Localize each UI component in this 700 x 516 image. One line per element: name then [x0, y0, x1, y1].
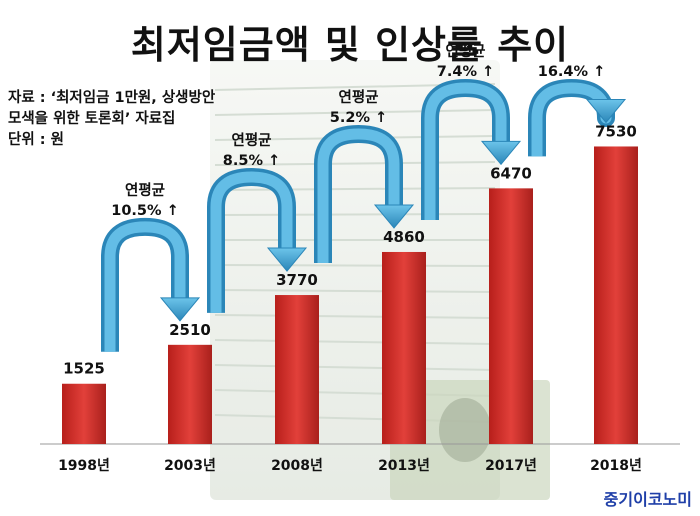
growth-rate-annotation: 연평균: [125, 181, 165, 199]
bar-2003년: [168, 344, 212, 444]
x-tick-label: 2017년: [485, 458, 537, 474]
x-tick-label: 2003년: [164, 458, 216, 474]
trend-arrow-head: [266, 247, 308, 272]
growth-rate-annotation: 8.5% ↑: [223, 153, 280, 169]
brand-logo-text: 중기이코노미: [603, 490, 692, 509]
x-tick-label: 2013년: [378, 458, 430, 474]
bar-2017년: [489, 188, 533, 444]
bar-value-label: 3770: [276, 271, 318, 289]
source-line-1: 자료 : ‘최저임금 1만원, 상생방안: [8, 90, 216, 106]
growth-rate-annotation: 7.4% ↑: [437, 64, 494, 80]
growth-rate-annotation: 10.5% ↑: [111, 203, 179, 219]
bar-value-label: 4860: [383, 228, 425, 246]
chart-title: 최저임금액 및 인상률 추이: [130, 23, 570, 67]
trend-arrow-head: [480, 140, 522, 166]
unit-note: 단위 : 원: [8, 132, 64, 148]
source-line-2: 모색을 위한 토론회’ 자료집: [8, 111, 176, 127]
trend-arrow-highlight: [317, 128, 400, 264]
trend-arrow-head: [159, 297, 201, 322]
trend-arrow-highlight: [210, 171, 293, 313]
growth-rate-annotation: 연평균: [338, 88, 378, 106]
bar-2008년: [275, 295, 319, 444]
growth-rate-annotation: 연평균: [445, 42, 485, 60]
bar-value-label: 6470: [490, 164, 532, 182]
bar-value-label: 7530: [595, 122, 637, 140]
x-tick-label: 2008년: [271, 458, 323, 474]
x-tick-label: 1998년: [58, 458, 110, 474]
trend-arrow-highlight: [424, 82, 507, 220]
trend-arrow-highlight: [104, 221, 186, 352]
bar-1998년: [62, 383, 106, 444]
bar-2018년: [594, 146, 638, 444]
trend-arrow-head: [373, 204, 415, 229]
source-note: 자료 : ‘최저임금 1만원, 상생방안 모색을 위한 토론회’ 자료집 단위 …: [8, 88, 215, 151]
bar-2013년: [382, 251, 426, 444]
growth-rate-annotation: 연평균: [231, 131, 271, 149]
bar-value-label: 2510: [169, 321, 211, 339]
trend-arrow-head: [585, 98, 627, 124]
growth-rate-annotation: 16.4% ↑: [538, 64, 606, 80]
x-tick-label: 2018년: [590, 458, 642, 474]
growth-rate-annotation: 5.2% ↑: [330, 110, 387, 126]
bar-value-label: 1525: [63, 360, 105, 378]
